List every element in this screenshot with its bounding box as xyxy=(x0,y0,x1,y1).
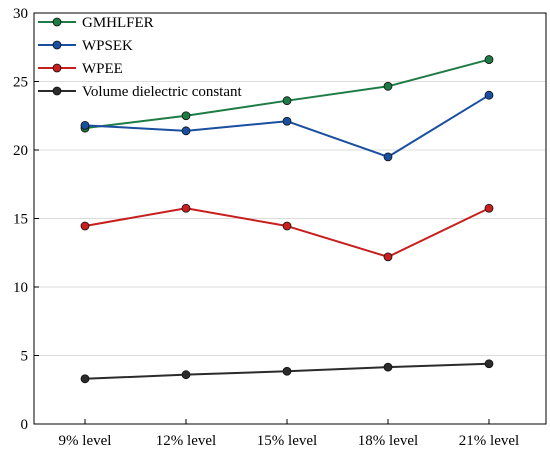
legend-item: GMHLFER xyxy=(38,15,154,31)
data-point xyxy=(80,374,90,384)
y-tick-label: 20 xyxy=(13,143,28,159)
series-lines xyxy=(80,55,494,384)
gridlines xyxy=(34,81,546,356)
legend-item: WPEE xyxy=(38,61,123,77)
legend-marker xyxy=(52,40,62,50)
x-tick-label: 9% level xyxy=(59,433,112,449)
data-point xyxy=(383,362,393,372)
legend-label: WPEE xyxy=(82,61,123,77)
legend-label: WPSEK xyxy=(82,38,133,54)
plot-frame xyxy=(33,12,547,425)
data-point xyxy=(282,366,292,376)
data-point xyxy=(484,55,494,64)
x-tick-label: 21% level xyxy=(459,433,519,449)
data-point xyxy=(80,221,90,231)
data-point xyxy=(484,359,494,369)
x-tick-label: 12% level xyxy=(156,433,216,449)
data-point xyxy=(484,90,494,100)
legend-item: Volume dielectric constant xyxy=(38,84,243,100)
data-point xyxy=(484,203,494,213)
data-point xyxy=(181,126,191,136)
y-axis-ticks: 0 5 10 15 20 25 30 xyxy=(13,6,39,433)
x-tick-label: 18% level xyxy=(358,433,418,449)
series-1 xyxy=(80,90,494,162)
series-3 xyxy=(80,359,494,384)
data-point xyxy=(80,120,90,130)
legend-marker xyxy=(52,17,62,27)
data-point xyxy=(282,96,292,106)
data-point xyxy=(383,152,393,162)
legend: GMHLFER WPSEK WPEE Volume dielectric consta… xyxy=(38,15,243,100)
data-point xyxy=(181,111,191,121)
y-tick-label: 10 xyxy=(13,280,28,296)
y-tick-label: 25 xyxy=(13,75,28,91)
series-2 xyxy=(80,203,494,262)
y-tick-label: 30 xyxy=(13,6,28,22)
legend-label: Volume dielectric constant xyxy=(82,84,243,100)
data-point xyxy=(383,81,393,91)
x-axis-ticks: 9% level 12% level 15% level 18% level 21% l… xyxy=(59,419,519,449)
data-point xyxy=(383,252,393,262)
legend-label: GMHLFER xyxy=(82,15,154,31)
data-point xyxy=(282,116,292,126)
legend-item: WPSEK xyxy=(38,38,133,54)
data-point xyxy=(181,370,191,380)
data-point xyxy=(181,203,191,213)
data-point xyxy=(282,221,292,231)
y-tick-label: 5 xyxy=(21,349,29,365)
legend-marker xyxy=(52,86,62,96)
x-tick-label: 15% level xyxy=(257,433,317,449)
legend-marker xyxy=(52,63,62,73)
y-tick-label: 15 xyxy=(13,212,28,228)
y-tick-label: 0 xyxy=(21,417,29,433)
series-line xyxy=(84,207,490,258)
